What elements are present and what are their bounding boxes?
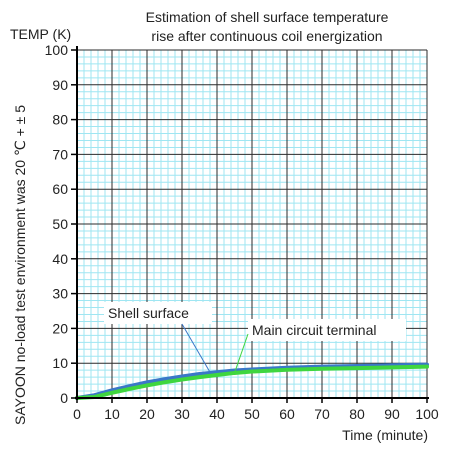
legend-box-main-circuit-terminal	[248, 319, 406, 341]
series-point-0	[181, 375, 183, 377]
series-point-0	[146, 381, 148, 383]
y-tick-label: 40	[52, 251, 68, 267]
y-axis-unit-label: TEMP (K)	[10, 26, 71, 42]
x-tick-label: 90	[384, 406, 400, 422]
x-tick-label: 30	[174, 406, 190, 422]
series-point-1	[356, 367, 358, 369]
legend-label-shell-surface: Shell surface	[108, 305, 189, 321]
x-axis-label: Time (minute)	[342, 427, 428, 443]
y-tick-label: 60	[52, 181, 68, 197]
leader-shell-surface	[181, 323, 211, 373]
series-point-1	[111, 392, 113, 394]
series-point-1	[391, 366, 393, 368]
series-point-0	[164, 378, 165, 380]
series-point-0	[129, 385, 130, 387]
series-point-0	[111, 389, 113, 391]
legend-label-main-circuit-terminal: Main circuit terminal	[252, 322, 376, 338]
series-point-1	[286, 369, 288, 371]
y-tick-label: 90	[52, 77, 68, 93]
y-tick-label: 0	[60, 390, 68, 406]
axes	[71, 46, 429, 403]
x-tick-label: 60	[279, 406, 295, 422]
series-point-1	[199, 376, 200, 378]
series-point-1	[181, 379, 183, 381]
series-point-1	[321, 368, 323, 370]
series-point-1	[251, 371, 253, 373]
series-line-1	[75, 364, 429, 400]
x-tick-label: 20	[139, 406, 155, 422]
y-tick-label: 30	[52, 286, 68, 302]
x-tick-label: 80	[349, 406, 365, 422]
series-line-0	[75, 362, 429, 400]
series-point-1	[146, 384, 148, 386]
series-point-1	[164, 381, 165, 383]
x-tick-label: 10	[104, 406, 120, 422]
y-tick-label: 70	[52, 146, 68, 162]
legend: Shell surface Main circuit terminal	[104, 302, 406, 374]
x-tick-label: 70	[314, 406, 330, 422]
x-tick-label: 100	[415, 406, 439, 422]
chart-text: Estimation of shell surface temperature …	[10, 9, 428, 443]
x-tick-label: 0	[73, 406, 81, 422]
series-point-1	[216, 374, 218, 376]
chart-title-line-1: Estimation of shell surface temperature	[146, 9, 389, 25]
series-point-0	[199, 373, 200, 375]
series-point-1	[129, 388, 130, 390]
legend-box-shell-surface	[104, 302, 212, 324]
series-point-0	[216, 371, 218, 373]
tick-labels: 0 10 20 30 40 50 60 70 80 90 100 0 10 20 30 40 50 60 70 80 9…	[45, 42, 439, 422]
x-tick-label: 50	[244, 406, 260, 422]
side-note: SAYOON no-load test environment was 20 ℃…	[12, 105, 28, 425]
y-tick-label: 80	[52, 112, 68, 128]
y-tick-label: 50	[52, 216, 68, 232]
chart-title-line-2: rise after continuous coil energization	[151, 28, 382, 44]
series-point-1	[426, 366, 428, 368]
grid	[76, 49, 428, 399]
y-tick-label: 20	[52, 320, 68, 336]
y-tick-label: 100	[45, 42, 69, 58]
leader-main-circuit-terminal	[234, 333, 249, 374]
y-tick-label: 10	[52, 355, 68, 371]
series-layer	[75, 362, 429, 400]
x-tick-label: 40	[209, 406, 225, 422]
